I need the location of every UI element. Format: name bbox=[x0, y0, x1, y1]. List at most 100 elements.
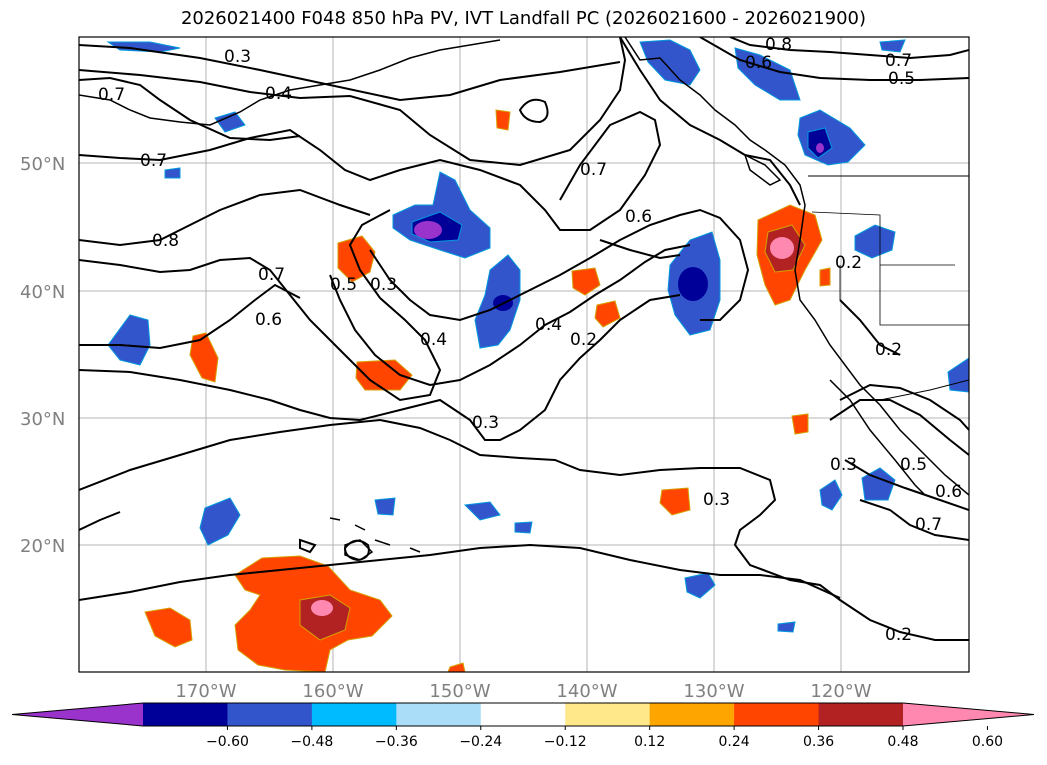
lon-label: 130°W bbox=[683, 681, 744, 702]
contour-line bbox=[619, 37, 801, 206]
pv-negative-area bbox=[777, 621, 796, 633]
lon-label: 120°W bbox=[810, 681, 871, 702]
negative-pv-areas bbox=[106, 39, 969, 633]
contour-label: 0.6 bbox=[935, 482, 962, 502]
pv-negative-area bbox=[819, 479, 843, 511]
contour-line bbox=[839, 299, 901, 356]
colorbar-tick-label: −0.60 bbox=[206, 734, 249, 750]
lat-label: 50°N bbox=[20, 154, 65, 175]
pv-negative-area bbox=[947, 357, 969, 393]
contour-label: 0.4 bbox=[420, 330, 447, 350]
contour-label: 0.3 bbox=[370, 275, 397, 295]
pv-negative-area bbox=[854, 224, 896, 259]
pv-negative-peak bbox=[414, 221, 442, 239]
contour-label: 0.8 bbox=[152, 231, 179, 251]
pv-negative-area bbox=[514, 521, 533, 534]
contour-label: 0.3 bbox=[830, 455, 857, 475]
contour-line bbox=[79, 511, 121, 531]
contour-label: 0.7 bbox=[580, 160, 607, 180]
contour-label: 0.5 bbox=[330, 275, 357, 295]
colorbar-swatch bbox=[734, 703, 820, 726]
colorbar-tick-label: 0.24 bbox=[719, 734, 750, 750]
contour-line bbox=[599, 239, 681, 260]
contour-lines bbox=[79, 37, 969, 641]
contour-line bbox=[79, 543, 841, 601]
colorbar-tick-label: −0.48 bbox=[290, 734, 333, 750]
colorbar-tick-label: −0.36 bbox=[375, 734, 418, 750]
contour-label: 0.2 bbox=[875, 340, 902, 360]
colorbar-outline bbox=[11, 702, 1035, 727]
contour-label: 0.8 bbox=[765, 35, 792, 55]
colorbar: −0.60 −0.48 −0.36 −0.24 −0.12 0.12 0.24 0.36 0.4… bbox=[11, 702, 1035, 750]
contour-label: 0.7 bbox=[140, 151, 167, 171]
contour-label: 0.6 bbox=[745, 53, 772, 73]
contour-label: 0.6 bbox=[255, 310, 282, 330]
lon-label: 150°W bbox=[429, 681, 490, 702]
colorbar-swatch bbox=[396, 703, 482, 726]
pv-negative-area bbox=[106, 41, 181, 53]
contour-line bbox=[343, 539, 370, 562]
contour-label: 0.4 bbox=[265, 84, 292, 104]
contour-label: 0.2 bbox=[835, 253, 862, 273]
colorbar-swatch bbox=[565, 703, 651, 726]
pv-positive-peak bbox=[311, 600, 333, 616]
colorbar-extend-low bbox=[12, 703, 143, 726]
contour-line bbox=[79, 44, 621, 102]
pv-negative-area bbox=[639, 39, 701, 86]
pv-positive-area bbox=[144, 607, 193, 648]
map-title: 2026021400 F048 850 hPa PV, IVT Landfall… bbox=[180, 8, 867, 29]
lon-label: 170°W bbox=[175, 681, 236, 702]
colorbar-tick-label: −0.24 bbox=[459, 734, 502, 750]
contour-label: 0.2 bbox=[570, 330, 597, 350]
pv-positive-area bbox=[594, 300, 621, 328]
lat-label: 40°N bbox=[20, 282, 65, 303]
pv-positive-area bbox=[659, 487, 691, 516]
contour-label: 0.3 bbox=[224, 47, 251, 67]
colorbar-tick-label: 0.12 bbox=[634, 734, 665, 750]
lon-label: 160°W bbox=[302, 681, 363, 702]
contour-labels: 0.3 0.4 0.7 0.7 0.8 0.7 0.6 0.5 0.3 0.4 … bbox=[98, 35, 962, 645]
contour-line bbox=[79, 110, 662, 231]
contour-line bbox=[829, 399, 969, 456]
contour-label: 0.7 bbox=[885, 51, 912, 71]
pv-positive-area bbox=[819, 267, 831, 287]
pv-positive-peak bbox=[770, 237, 794, 259]
contour-line bbox=[79, 37, 627, 167]
hawaii-islands bbox=[329, 517, 421, 561]
contour-line bbox=[79, 418, 969, 641]
contour-line bbox=[79, 209, 442, 402]
colorbar-tick-label: 0.48 bbox=[887, 734, 918, 750]
colorbar-extend-high bbox=[903, 703, 1034, 726]
pv-negative-area bbox=[734, 47, 801, 101]
pv-positive-area bbox=[447, 662, 466, 672]
pv-negative-area bbox=[214, 111, 246, 133]
contour-line bbox=[699, 37, 969, 81]
map-border bbox=[78, 36, 970, 673]
pv-negative-area bbox=[374, 497, 396, 516]
state-borders bbox=[811, 211, 969, 326]
contour-line bbox=[859, 499, 969, 541]
pv-negative-area bbox=[107, 314, 151, 366]
colorbar-swatch bbox=[143, 703, 228, 726]
contour-label: 0.7 bbox=[915, 515, 942, 535]
contour-label: 0.7 bbox=[98, 85, 125, 105]
colorbar-swatch bbox=[311, 703, 397, 726]
pv-negative-area bbox=[164, 167, 181, 179]
lon-label: 140°W bbox=[556, 681, 617, 702]
vancouver-island bbox=[743, 153, 782, 186]
contour-line bbox=[844, 459, 969, 511]
contour-label: 0.3 bbox=[472, 413, 499, 433]
contour-label: 0.5 bbox=[900, 455, 927, 475]
pv-negative-area bbox=[879, 39, 906, 53]
pv-positive-area bbox=[571, 267, 601, 296]
colorbar-swatch bbox=[480, 703, 566, 726]
lat-label: 20°N bbox=[20, 536, 65, 557]
latitude-labels: 50°N 40°N 30°N 20°N bbox=[20, 154, 65, 557]
contour-line bbox=[79, 283, 301, 350]
colorbar-swatch bbox=[227, 703, 313, 726]
contour-label: 0.5 bbox=[888, 69, 915, 89]
us-mexico-border bbox=[879, 379, 969, 401]
contour-label: 0.7 bbox=[258, 265, 285, 285]
north-america-coast bbox=[624, 37, 969, 496]
